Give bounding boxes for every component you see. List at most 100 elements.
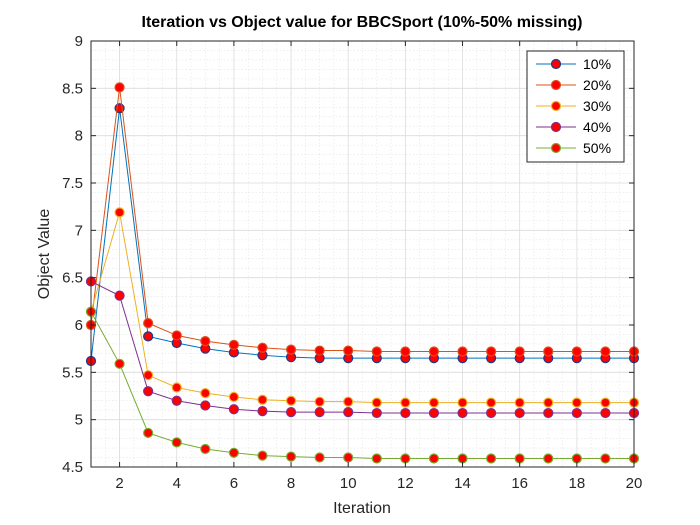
data-point: [486, 453, 497, 464]
data-point: [200, 443, 211, 455]
data-point: [143, 386, 154, 397]
data-point: [486, 407, 497, 419]
data-point: [314, 345, 325, 356]
legend-item: 50%: [536, 140, 611, 156]
data-point: [514, 346, 525, 357]
x-tick-label: 12: [397, 475, 414, 492]
data-point: [486, 346, 497, 357]
data-point: [543, 397, 554, 408]
data-point: [285, 451, 297, 462]
legend-label: 50%: [583, 140, 611, 156]
data-point: [143, 331, 154, 342]
y-tick-label: 8.5: [62, 80, 83, 97]
legend-label: 40%: [583, 119, 611, 135]
data-point: [428, 397, 440, 408]
x-tick-label: 6: [230, 475, 238, 492]
data-point: [571, 407, 582, 419]
data-point: [400, 453, 411, 464]
data-point: [314, 396, 325, 407]
legend-item: 40%: [536, 119, 611, 135]
data-point: [543, 453, 554, 464]
series-3: [85, 207, 640, 408]
x-tick-label: 8: [287, 475, 295, 492]
data-point: [343, 345, 354, 356]
data-point: [600, 407, 611, 419]
data-point: [457, 407, 468, 419]
data-point: [371, 346, 382, 357]
data-point: [514, 453, 525, 464]
legend-item: 20%: [536, 77, 611, 93]
data-point: [457, 453, 468, 464]
data-point: [314, 452, 325, 463]
x-tick-label: 14: [454, 475, 471, 492]
y-tick-label: 6.5: [62, 270, 83, 287]
data-point: [171, 395, 182, 406]
data-point: [343, 452, 354, 463]
data-point: [114, 207, 125, 218]
data-point: [371, 407, 382, 419]
data-point: [514, 397, 525, 408]
y-tick-label: 7.5: [62, 175, 83, 192]
legend-marker: [550, 121, 562, 133]
x-tick-label: 2: [115, 475, 123, 492]
data-point: [200, 388, 211, 399]
data-point: [571, 453, 582, 464]
legend-item: 10%: [536, 56, 611, 72]
series-2: [85, 82, 640, 357]
y-axis-label: Object Value: [36, 209, 53, 300]
y-tick-label: 6: [75, 317, 83, 334]
x-tick-label: 4: [173, 475, 181, 492]
data-point: [428, 453, 440, 464]
data-point: [143, 318, 154, 329]
legend-marker: [550, 142, 562, 154]
data-point: [171, 437, 182, 448]
y-tick-label: 4.5: [62, 459, 83, 476]
data-point: [486, 397, 497, 408]
data-point: [114, 82, 125, 93]
data-point: [114, 290, 125, 301]
data-point: [171, 382, 182, 393]
x-tick-label: 20: [626, 475, 643, 492]
data-point: [371, 397, 382, 408]
series-layer: [85, 82, 640, 464]
data-point: [600, 346, 611, 357]
data-point: [200, 335, 211, 347]
data-point: [457, 346, 468, 357]
axes: [90, 40, 635, 468]
data-point: [200, 400, 211, 411]
y-tick-label: 7: [75, 222, 83, 239]
data-point: [285, 406, 297, 418]
data-point: [171, 330, 182, 341]
data-point: [514, 407, 525, 419]
series-5: [85, 306, 640, 464]
data-point: [457, 397, 468, 408]
legend-label: 20%: [583, 77, 611, 93]
data-point: [600, 397, 611, 408]
legend-label: 10%: [583, 56, 611, 72]
data-point: [143, 370, 154, 381]
data-point: [571, 346, 582, 357]
y-tick-label: 8: [75, 128, 83, 145]
data-point: [428, 346, 440, 357]
x-tick-label: 16: [511, 475, 528, 492]
data-point: [228, 447, 239, 458]
x-axis-label: Iteration: [333, 500, 391, 517]
data-point: [285, 395, 297, 406]
data-point: [314, 406, 325, 418]
data-point: [228, 404, 239, 415]
legend-marker: [550, 100, 562, 112]
legend-label: 30%: [583, 98, 611, 114]
data-point: [400, 407, 411, 419]
axes-box: [90, 40, 635, 468]
data-point: [571, 397, 582, 408]
x-tick-label: 10: [340, 475, 357, 492]
y-tick-label: 9: [75, 33, 83, 50]
x-tick-label: 18: [568, 475, 585, 492]
legend: 10% 20% 30% 40% 50%: [526, 50, 625, 163]
data-point: [228, 391, 239, 403]
legend-marker: [550, 79, 562, 91]
tick-labels: 2 4 6 8 10 12 14 16 18 20 4.5 5 5.5 6 6.5 7 7.5 8 8.5 9: [62, 33, 642, 492]
chart-title: Iteration vs Object value for BBCSport (…: [142, 14, 583, 31]
data-point: [543, 346, 554, 357]
